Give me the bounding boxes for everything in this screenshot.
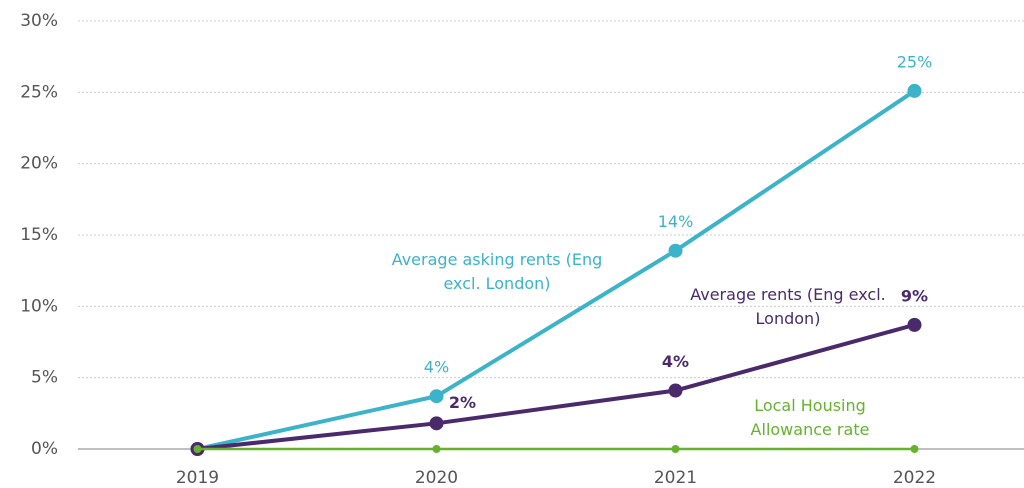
series-label: Local Housing Allowance rate — [750, 396, 870, 439]
point — [432, 445, 441, 453]
x-tick-label: 2019 — [176, 468, 219, 488]
point — [429, 416, 444, 431]
y-tick-label: 0% — [31, 439, 58, 459]
y-tick-label: 15% — [20, 225, 58, 245]
series-line — [197, 322, 916, 451]
value-label: 9% — [901, 286, 928, 305]
point — [907, 83, 922, 98]
point — [907, 317, 922, 332]
series-label: Average rents (Eng excl. London) — [690, 285, 886, 328]
x-tick-label: 2020 — [415, 468, 458, 488]
y-tick-label: 5% — [31, 368, 58, 388]
y-tick-label: 20% — [20, 154, 58, 174]
series-line — [197, 89, 916, 451]
value-label: 14% — [658, 212, 694, 231]
point — [429, 389, 444, 404]
value-label: 2% — [449, 393, 476, 412]
value-label: 4% — [662, 352, 689, 371]
point — [668, 243, 683, 258]
y-tick-label: 10% — [20, 296, 58, 316]
point — [193, 445, 202, 453]
point — [671, 445, 680, 453]
series-label: Average asking rents (Eng excl. London) — [391, 250, 603, 293]
value-label: 25% — [897, 52, 933, 71]
y-tick-label: 25% — [20, 82, 58, 102]
value-label: 4% — [424, 358, 449, 377]
x-tick-label: 2022 — [893, 468, 936, 488]
point — [910, 445, 919, 453]
x-tick-label: 2021 — [654, 468, 697, 488]
y-tick-label: 30% — [20, 11, 58, 31]
point — [668, 383, 683, 398]
